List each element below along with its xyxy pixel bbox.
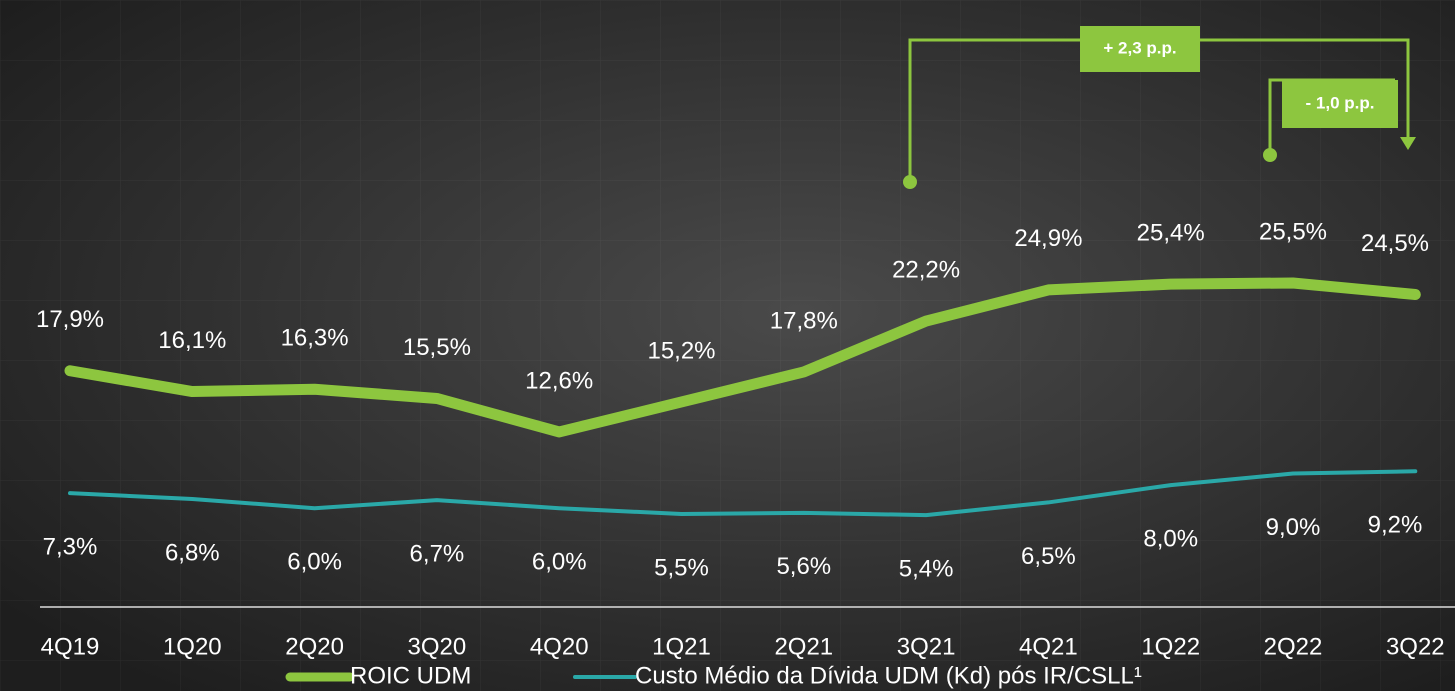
annotation-dot bbox=[903, 175, 917, 189]
value-label: 25,4% bbox=[1137, 219, 1205, 246]
value-label: 6,0% bbox=[532, 549, 587, 576]
annotation: - 1,0 p.p. bbox=[1306, 93, 1375, 112]
x-tick-label: 4Q21 bbox=[1019, 633, 1078, 660]
x-tick-label: 1Q21 bbox=[652, 633, 711, 660]
legend-label: Custo Médio da Dívida UDM (Kd) pós IR/CS… bbox=[635, 662, 1142, 689]
value-label: 16,3% bbox=[281, 325, 349, 352]
x-tick-label: 1Q20 bbox=[163, 633, 222, 660]
value-label: 6,8% bbox=[165, 539, 220, 566]
annotation-arrow bbox=[1400, 137, 1416, 150]
x-tick-label: 3Q21 bbox=[897, 633, 956, 660]
x-tick-label: 2Q20 bbox=[285, 633, 344, 660]
x-tick-label: 2Q22 bbox=[1264, 633, 1323, 660]
value-label: 5,6% bbox=[776, 553, 831, 580]
value-label: 22,2% bbox=[892, 256, 960, 283]
value-label: 9,0% bbox=[1266, 514, 1321, 541]
value-label: 5,4% bbox=[899, 555, 954, 582]
series-line bbox=[64, 277, 1421, 438]
annotation-dot bbox=[1263, 148, 1277, 162]
value-label: 17,8% bbox=[770, 307, 838, 334]
annotation-box bbox=[1282, 80, 1398, 128]
x-tick-label: 2Q21 bbox=[774, 633, 833, 660]
value-label: 6,0% bbox=[287, 549, 342, 576]
annotation-box bbox=[1080, 26, 1200, 72]
value-label: 5,5% bbox=[654, 554, 709, 581]
value-label: 8,0% bbox=[1143, 525, 1198, 552]
x-tick-label: 4Q19 bbox=[41, 633, 100, 660]
value-label: 6,5% bbox=[1021, 543, 1076, 570]
value-label: 16,1% bbox=[158, 327, 226, 354]
value-label: 9,2% bbox=[1368, 512, 1423, 539]
value-label: 17,9% bbox=[36, 306, 104, 333]
annotation: + 2,3 p.p. bbox=[1103, 38, 1176, 57]
value-label: 6,7% bbox=[410, 540, 465, 567]
value-label: 24,9% bbox=[1014, 225, 1082, 252]
value-label: 15,2% bbox=[647, 337, 715, 364]
legend-label: ROIC UDM bbox=[350, 662, 471, 689]
x-tick-label: 4Q20 bbox=[530, 633, 589, 660]
value-label: 24,5% bbox=[1361, 230, 1429, 257]
value-label: 7,3% bbox=[43, 534, 98, 561]
value-label: 15,5% bbox=[403, 334, 471, 361]
x-tick-label: 1Q22 bbox=[1141, 633, 1200, 660]
x-tick-label: 3Q22 bbox=[1386, 633, 1445, 660]
x-tick-label: 3Q20 bbox=[408, 633, 467, 660]
value-label: 25,5% bbox=[1259, 218, 1327, 245]
series-line bbox=[68, 469, 1418, 518]
value-label: 12,6% bbox=[525, 367, 593, 394]
